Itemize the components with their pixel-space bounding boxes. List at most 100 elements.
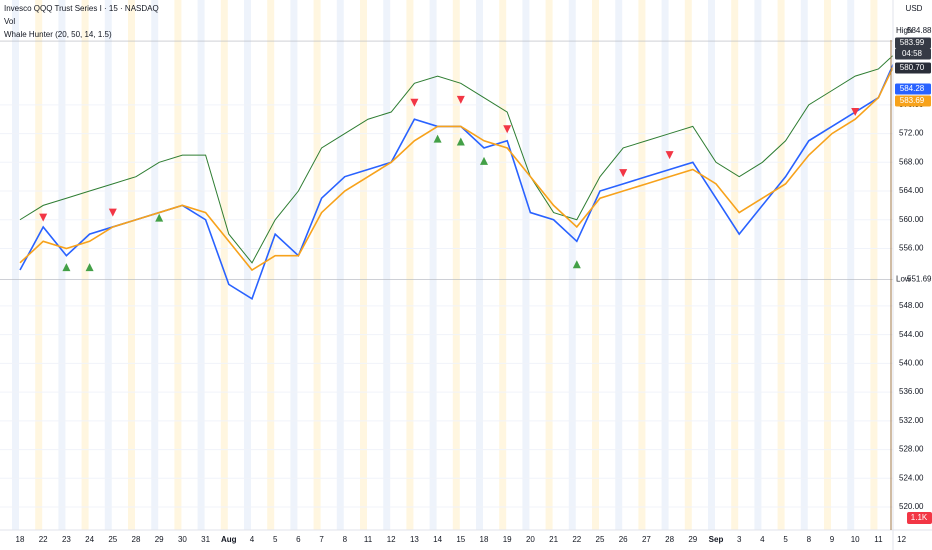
session-band bbox=[151, 0, 159, 530]
session-band bbox=[313, 0, 321, 530]
y-tick-label: 520.00 bbox=[899, 502, 924, 511]
buy-signal bbox=[62, 263, 71, 272]
x-tick-label: 15 bbox=[456, 535, 465, 544]
low-label: 551.69 bbox=[907, 275, 932, 284]
session-band bbox=[220, 0, 228, 530]
sell-signal bbox=[665, 151, 674, 160]
session-band bbox=[197, 0, 205, 530]
session-band bbox=[824, 0, 831, 530]
x-tick-label: 14 bbox=[433, 535, 442, 544]
x-tick-label: 19 bbox=[503, 535, 512, 544]
session-band bbox=[12, 0, 19, 530]
countdown-label: 04:58 bbox=[902, 49, 923, 58]
y-tick-label: 572.00 bbox=[899, 129, 924, 138]
countdown-label-bg bbox=[895, 48, 931, 60]
session-band bbox=[383, 0, 391, 530]
x-tick-label: 5 bbox=[273, 535, 278, 544]
grid bbox=[0, 40, 893, 508]
session-band bbox=[754, 0, 762, 530]
x-tick-label: 3 bbox=[737, 535, 742, 544]
x-tick-label: 30 bbox=[178, 535, 187, 544]
prev-close-label-bg bbox=[895, 62, 931, 74]
session-band bbox=[499, 0, 507, 530]
x-tick-label: 8 bbox=[343, 535, 348, 544]
prev-close-label: 580.70 bbox=[900, 63, 925, 72]
y-tick-label: 540.00 bbox=[899, 358, 924, 367]
high-label: 584.88 bbox=[907, 26, 932, 35]
plot bbox=[19, 45, 903, 300]
x-tick-label: Aug bbox=[221, 535, 237, 544]
y-tick-label: 548.00 bbox=[899, 301, 924, 310]
session-band bbox=[615, 0, 623, 530]
x-tick-label: 11 bbox=[874, 535, 883, 544]
volume-label: 1.1K bbox=[911, 513, 928, 522]
x-tick-label: 8 bbox=[807, 535, 812, 544]
session-band bbox=[128, 0, 135, 530]
session-band bbox=[429, 0, 437, 530]
chart-title: Invesco QQQ Trust Series I · 15 · NASDAQ bbox=[4, 4, 159, 13]
session-band bbox=[522, 0, 530, 530]
session-band bbox=[708, 0, 715, 530]
x-tick-label: 9 bbox=[830, 535, 835, 544]
indicator-line bbox=[19, 49, 903, 272]
x-tick-label: 13 bbox=[410, 535, 419, 544]
slow-line-label-bg bbox=[895, 95, 931, 107]
session-band bbox=[360, 0, 367, 530]
low-caption: Low bbox=[896, 275, 911, 284]
x-tick-label: 4 bbox=[250, 535, 255, 544]
y-tick-label: 564.00 bbox=[899, 186, 924, 195]
session-band bbox=[58, 0, 66, 530]
session-band bbox=[684, 0, 692, 530]
x-tick-label: 22 bbox=[39, 535, 48, 544]
x-tick-label: 29 bbox=[155, 535, 164, 544]
last-price-label-bg bbox=[895, 37, 931, 49]
slow-line-label: 583.69 bbox=[900, 96, 925, 105]
buy-signal bbox=[572, 260, 581, 269]
session-band bbox=[777, 0, 785, 530]
y-tick-label: 544.00 bbox=[899, 330, 924, 339]
session-band bbox=[731, 0, 739, 530]
session-band bbox=[661, 0, 669, 530]
x-tick-label: 12 bbox=[387, 535, 396, 544]
fast-line-label: 584.28 bbox=[900, 84, 925, 93]
x-tick-label: 11 bbox=[364, 535, 373, 544]
last-price-label: 583.99 bbox=[900, 38, 925, 47]
session-band bbox=[336, 0, 344, 530]
x-tick-label: 28 bbox=[665, 535, 674, 544]
x-tick-label: 7 bbox=[319, 535, 324, 544]
y-tick-label: 528.00 bbox=[899, 445, 924, 454]
x-tick-label: 18 bbox=[16, 535, 25, 544]
sell-signal bbox=[39, 213, 48, 222]
x-tick-label: Sep bbox=[709, 535, 724, 544]
time-axis bbox=[0, 530, 893, 550]
y-tick-label: 532.00 bbox=[899, 416, 924, 425]
session-band bbox=[452, 0, 460, 530]
buy-signal bbox=[155, 213, 164, 222]
session-band bbox=[104, 0, 112, 530]
x-tick-label: 27 bbox=[642, 535, 651, 544]
sell-signal bbox=[619, 169, 628, 178]
x-tick-label: 4 bbox=[760, 535, 765, 544]
session-band bbox=[847, 0, 855, 530]
buy-signal bbox=[433, 134, 442, 143]
x-tick-label: 20 bbox=[526, 535, 535, 544]
y-tick-label: 524.00 bbox=[899, 473, 924, 482]
y-tick-label: 560.00 bbox=[899, 215, 924, 224]
session-band bbox=[406, 0, 414, 530]
session-band bbox=[174, 0, 182, 530]
x-tick-label: 28 bbox=[132, 535, 141, 544]
sell-signal bbox=[503, 125, 512, 134]
x-tick-label: 25 bbox=[108, 535, 117, 544]
x-tick-label: 31 bbox=[201, 535, 210, 544]
x-tick-label: 24 bbox=[85, 535, 94, 544]
session-band bbox=[267, 0, 275, 530]
sell-signal bbox=[108, 208, 117, 217]
y-tick-label: 568.00 bbox=[899, 157, 924, 166]
x-tick-label: 21 bbox=[549, 535, 558, 544]
session-band bbox=[800, 0, 808, 530]
price-line bbox=[19, 47, 902, 264]
session-band bbox=[81, 0, 89, 530]
x-tick-label: 23 bbox=[62, 535, 71, 544]
session-band bbox=[592, 0, 599, 530]
